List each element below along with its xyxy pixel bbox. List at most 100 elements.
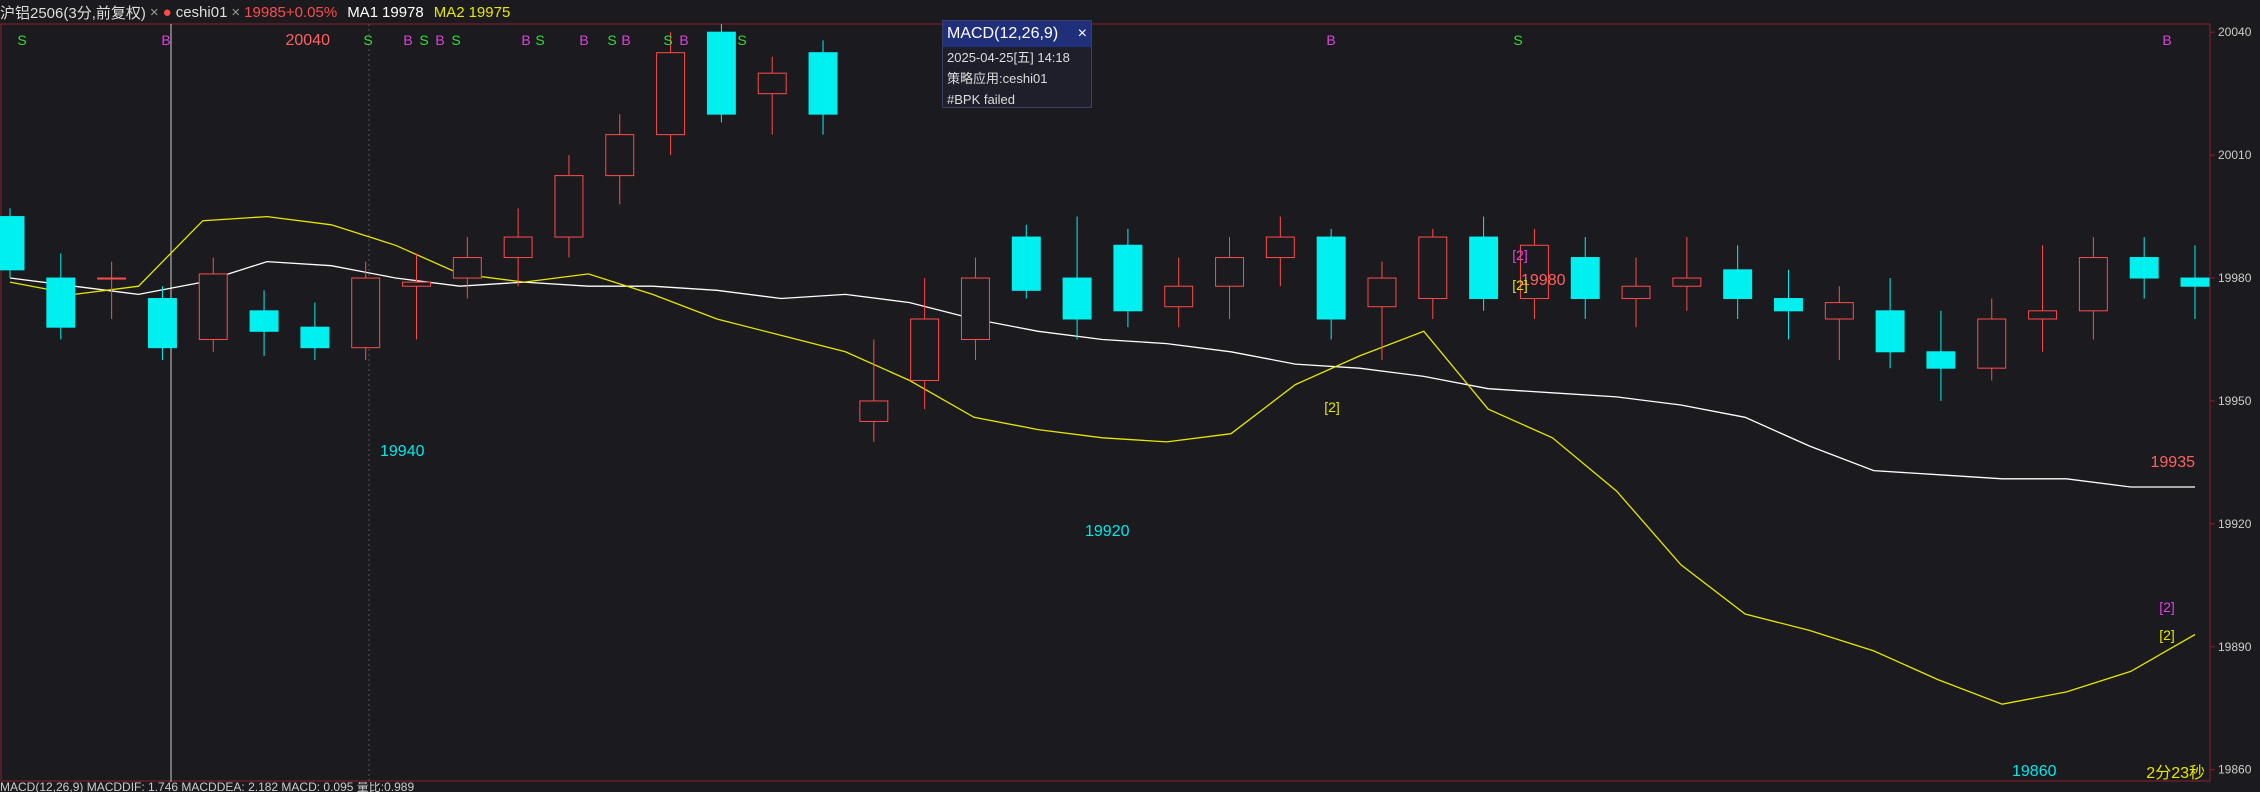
candle-body — [249, 310, 279, 332]
price-label: 19860 — [2012, 763, 2057, 780]
chart-header: 沪铝2506(3分,前复权) × ● ceshi01 × 19985+0.05%… — [0, 0, 2200, 24]
candle-body — [351, 277, 381, 349]
candle-body — [910, 318, 940, 381]
candle-body — [1570, 257, 1600, 300]
y-tick-label: 19920 — [2218, 517, 2252, 531]
indicator-tooltip: MACD(12,26,9) × 2025-04-25[五] 14:18 策略应用… — [942, 20, 1092, 108]
candle-body — [960, 277, 990, 340]
candle-body — [1672, 277, 1702, 287]
price-labels: 20040 19940 19920 19980 19935 19860 [2] [2] [2] [… — [286, 32, 2206, 782]
trade-mark-b: B — [679, 32, 688, 48]
candle-body — [1977, 318, 2007, 369]
signal-label: [2] — [2159, 627, 2175, 643]
ma1-label: MA1 — [347, 3, 379, 21]
candle-body — [656, 52, 686, 136]
ma1-value: 19978 — [382, 3, 424, 21]
plot-border — [0, 23, 2211, 782]
trade-mark-b: B — [161, 32, 170, 48]
trade-mark-s: S — [363, 32, 372, 48]
ma1-line — [9, 260, 2195, 488]
candle-body — [1418, 236, 1448, 300]
signal-label: [2] — [1512, 247, 1528, 263]
candle-body — [2129, 257, 2159, 279]
indicator-name[interactable]: ceshi01 — [175, 3, 228, 21]
indicator-value: 19985+0.05% — [244, 3, 338, 21]
trade-mark-b: B — [521, 32, 530, 48]
candle-body — [1062, 277, 1092, 320]
symbol-title[interactable]: 沪铝2506(3分,前复权) — [0, 4, 146, 22]
candle-body — [808, 52, 838, 115]
y-tick-label: 19890 — [2218, 640, 2252, 654]
candle-body — [1621, 285, 1651, 300]
candle-body — [1215, 257, 1245, 287]
candle-body — [97, 277, 127, 280]
candle-body — [1011, 236, 1041, 291]
candle-body — [1469, 236, 1499, 300]
chart-frame — [0, 23, 2211, 782]
candle-body — [1316, 236, 1346, 320]
trade-mark-s: S — [663, 32, 672, 48]
candle-body — [2180, 277, 2210, 287]
price-label: 19940 — [380, 443, 425, 460]
trade-mark-s: S — [737, 32, 746, 48]
candle-body — [706, 31, 736, 115]
y-tick-label: 19950 — [2218, 394, 2252, 408]
candle-body — [859, 400, 889, 422]
candle-body — [554, 175, 584, 238]
candle-body — [757, 72, 787, 95]
ma2-label: MA2 — [433, 3, 465, 21]
candle-body — [0, 216, 25, 271]
candle-body — [605, 134, 635, 177]
candle-body — [1926, 351, 1956, 369]
signal-label: [2] — [1512, 277, 1528, 293]
signal-label: [2] — [2159, 599, 2175, 615]
close-icon[interactable]: × — [149, 3, 159, 21]
candle-body — [147, 298, 177, 349]
candle-body — [1774, 298, 1803, 312]
candle-body — [1875, 310, 1905, 353]
ma2-line — [9, 215, 2196, 705]
price-label: 19980 — [1521, 272, 1566, 289]
tooltip-title-bar: MACD(12,26,9) × — [943, 21, 1091, 47]
indicator-dot-icon: ● — [162, 3, 172, 21]
tooltip-time: 2025-04-25[五] 14:18 — [947, 50, 1070, 65]
candle-body — [1723, 269, 1753, 300]
trade-mark-s: S — [535, 32, 544, 48]
ma2-value: 19975 — [468, 3, 511, 21]
trade-mark-b: B — [403, 32, 412, 48]
moving-average-lines — [9, 215, 2196, 705]
tooltip-close-icon[interactable]: × — [1077, 25, 1087, 42]
y-tick-label: 20010 — [2218, 148, 2252, 162]
candle-body — [1519, 244, 1549, 300]
trade-mark-b: B — [621, 32, 630, 48]
trade-mark-b: B — [435, 32, 444, 48]
trade-mark-s: S — [451, 32, 460, 48]
tooltip-strategy: 策略应用:ceshi01 — [947, 71, 1048, 86]
indicator-close-icon[interactable]: × — [231, 3, 241, 21]
macd-footer: MACD(12,26,9) MACDDIF: 1.746 MACDDEA: 2.… — [0, 782, 415, 792]
signal-label: [2] — [1324, 399, 1340, 415]
bar-countdown-timer: 2分23秒 — [2146, 764, 2205, 782]
y-tick-label: 19980 — [2218, 271, 2252, 285]
candle-body — [1164, 285, 1194, 308]
trade-mark-s: S — [419, 32, 428, 48]
price-label: 19935 — [2151, 454, 2196, 471]
candle-body — [2028, 310, 2058, 320]
candle-body — [503, 236, 533, 259]
y-tick-label: 20040 — [2218, 25, 2252, 39]
candle-body — [1824, 302, 1854, 320]
candle-body — [198, 273, 228, 340]
trade-mark-b: B — [579, 32, 588, 48]
candle-body — [402, 281, 431, 287]
candle-body — [1113, 244, 1143, 312]
candle-body — [1367, 277, 1397, 308]
candle-body — [2078, 257, 2108, 312]
tooltip-message: #BPK failed — [947, 92, 1015, 107]
price-axis: 20040 20010 19980 19950 19920 19890 19860 — [2210, 25, 2252, 777]
candle-body — [46, 277, 76, 328]
trade-mark-s: S — [607, 32, 616, 48]
y-tick-label: 19860 — [2218, 763, 2252, 777]
